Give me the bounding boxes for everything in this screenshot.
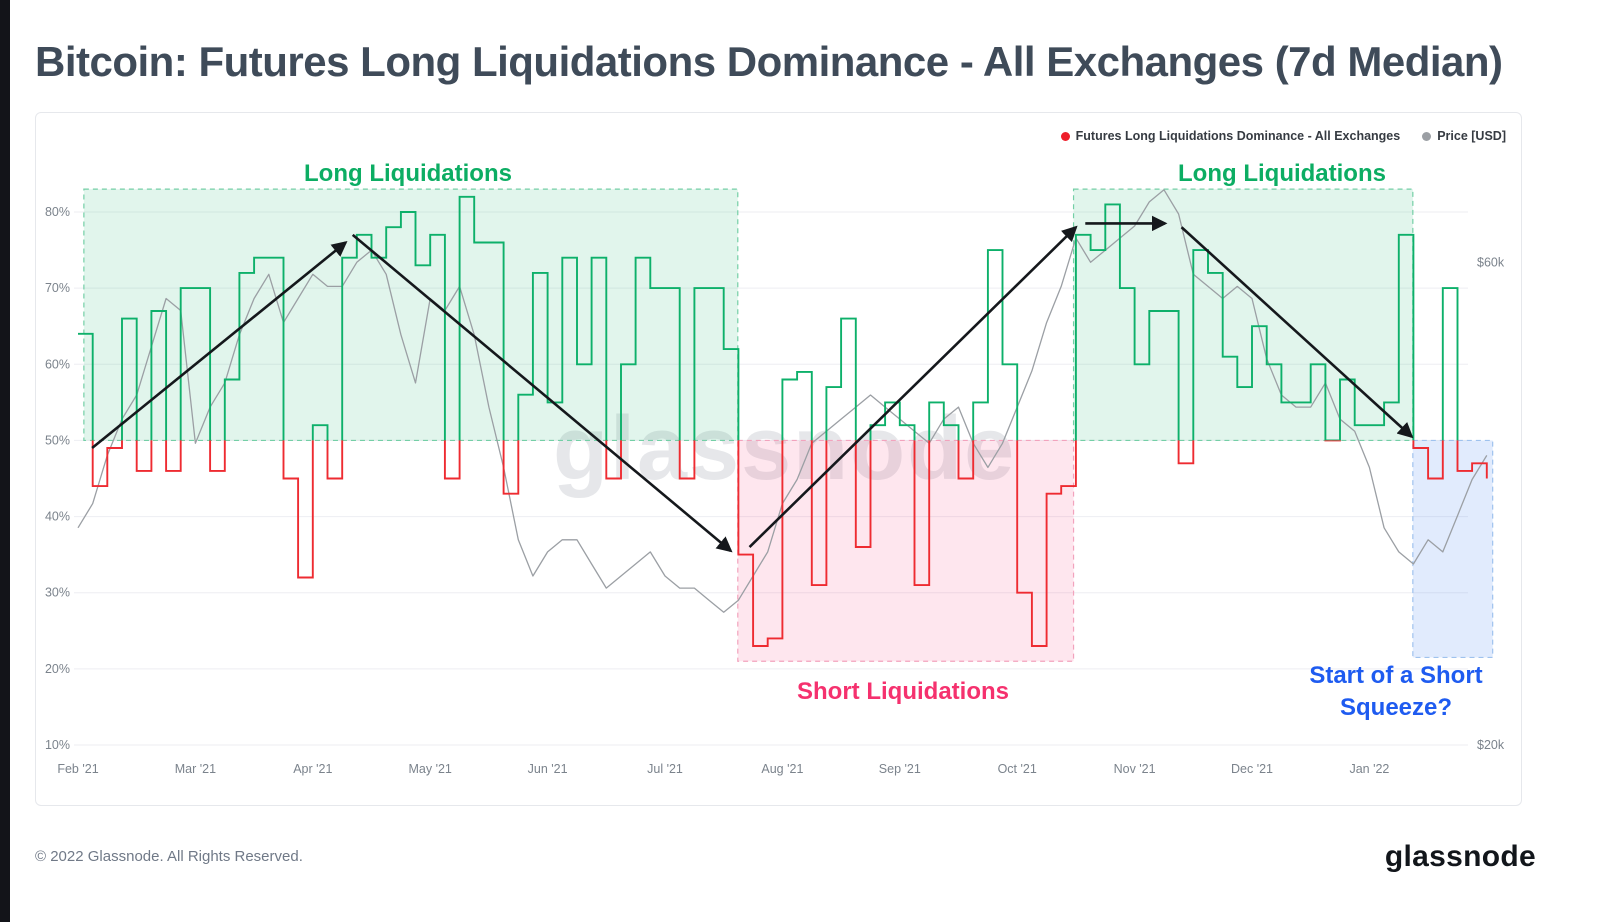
legend-price-label: Price [USD] (1437, 129, 1506, 143)
glassnode-logo: glassnode (1384, 840, 1536, 873)
annotation-long-liquidations-right: Long Liquidations (1178, 160, 1386, 187)
region-long-liquidations-1 (83, 188, 739, 442)
y-left-tick: 50% (45, 433, 70, 447)
left-edge-bar (0, 0, 10, 922)
annotation-short-squeeze: Start of a Short Squeeze? (1309, 662, 1483, 722)
y-left-tick: 10% (45, 738, 70, 752)
y-right-tick: $60k (1477, 255, 1505, 269)
x-tick: May '21 (409, 762, 452, 776)
legend-price-dot (1422, 131, 1432, 141)
legend-item-dominance[interactable]: Futures Long Liquidations Dominance - Al… (1060, 129, 1401, 143)
y-right-tick: $20k (1477, 738, 1505, 752)
legend-item-price[interactable]: Price [USD] (1422, 129, 1506, 143)
annotation-long-liquidations-left: Long Liquidations (304, 160, 512, 187)
region-short-liquidations (737, 439, 1075, 662)
y-left-tick: 20% (45, 662, 70, 676)
trend-arrow-3 (748, 225, 1078, 548)
trend-arrow-2 (351, 233, 733, 553)
dominance-line-above-50 (78, 195, 1459, 441)
x-tick: Apr '21 (293, 762, 332, 776)
region-long-liquidations-2 (1072, 188, 1414, 442)
trend-arrow-5 (1180, 226, 1414, 439)
annotation-short-liquidations: Short Liquidations (797, 678, 1009, 705)
y-left-tick: 60% (45, 357, 70, 371)
x-tick: Aug '21 (761, 762, 803, 776)
legend-dominance-label: Futures Long Liquidations Dominance - Al… (1075, 129, 1401, 143)
y-left-tick: 40% (45, 510, 70, 524)
x-tick: Nov '21 (1114, 762, 1156, 776)
x-tick: Jan '22 (1349, 762, 1389, 776)
x-tick: Dec '21 (1231, 762, 1273, 776)
chart-legend: Futures Long Liquidations Dominance - Al… (1060, 129, 1506, 143)
y-left-tick: 30% (45, 586, 70, 600)
x-tick: Feb '21 (57, 762, 98, 776)
x-tick: Oct '21 (998, 762, 1037, 776)
y-left-tick: 70% (45, 281, 70, 295)
glassnode-watermark: glassnode (553, 398, 1016, 501)
x-tick: Jun '21 (528, 762, 568, 776)
page-title: Bitcoin: Futures Long Liquidations Domin… (35, 38, 1503, 85)
x-tick: Sep '21 (879, 762, 921, 776)
axis-labels: 80% 70% 60% 50% 40% 30% 20% 10% $60k $20k Feb '21 M… (45, 205, 1505, 776)
copyright-text: © 2022 Glassnode. All Rights Reserved. (35, 848, 303, 865)
region-short-squeeze (1412, 439, 1494, 659)
x-tick: Jul '21 (647, 762, 683, 776)
legend-dominance-dot (1060, 131, 1070, 141)
trend-arrow-1 (91, 240, 348, 450)
y-left-tick: 80% (45, 205, 70, 219)
x-tick: Mar '21 (175, 762, 216, 776)
